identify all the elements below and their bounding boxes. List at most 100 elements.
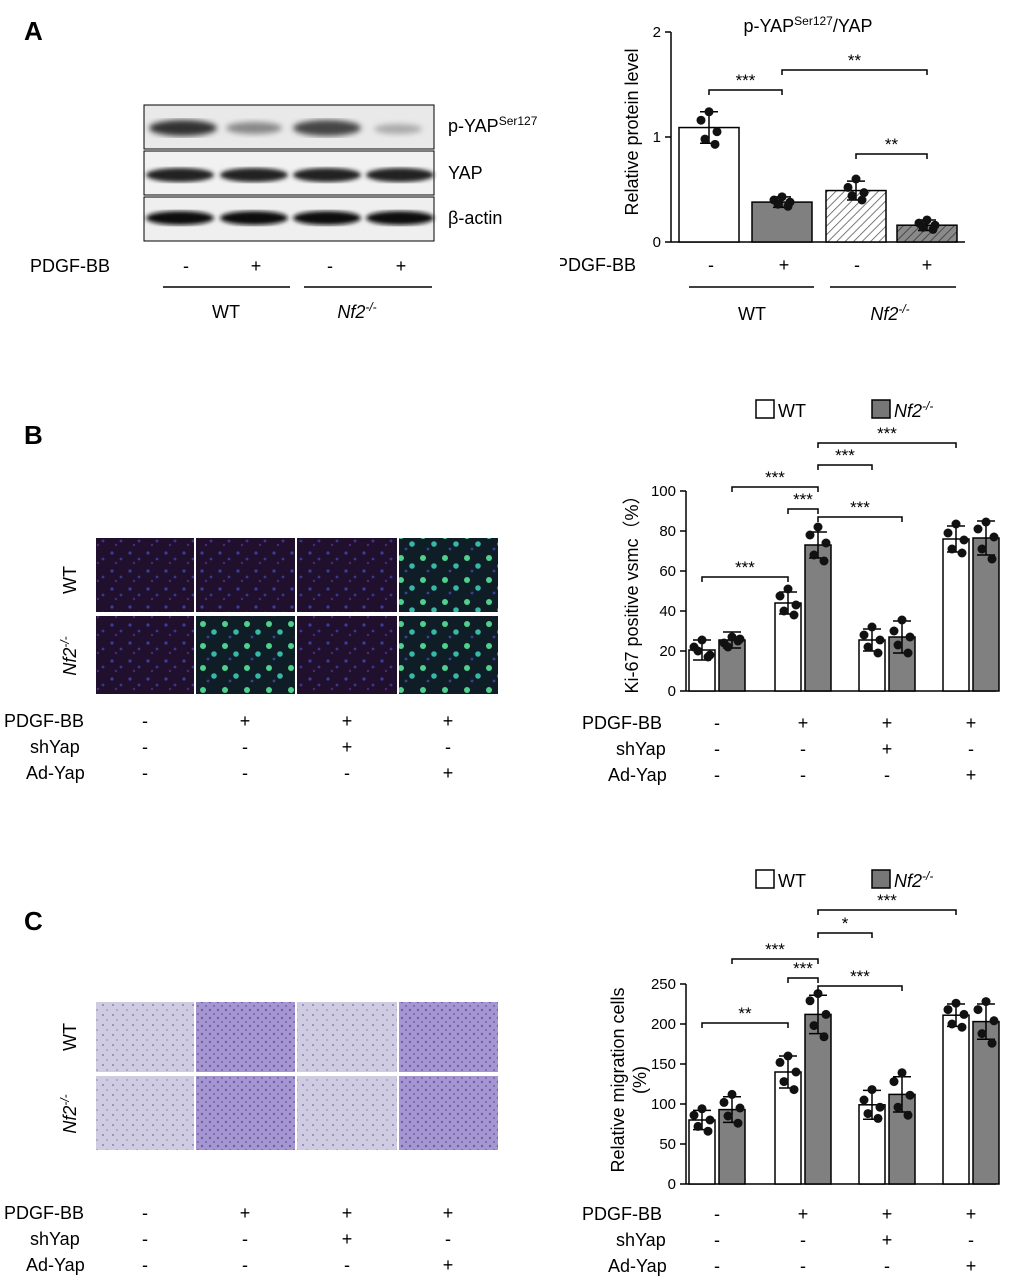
chart-a-sig-bracket [708, 89, 783, 95]
band-yap-1 [146, 168, 214, 182]
chart-c-sig-label: ** [738, 1004, 752, 1023]
blot-group-nf2: Nf2-/- [337, 300, 376, 322]
chart-b-nf2-point [805, 530, 815, 540]
chart-c-ytick-label: 150 [651, 1056, 676, 1073]
chart-a-bar [678, 126, 740, 243]
ki67-img-sign-r3-c4: + [443, 763, 454, 783]
chart-c-sign-r2-c1: - [714, 1230, 720, 1250]
chart-a-point [696, 115, 706, 125]
mig-img-sign-r2-c4: - [445, 1229, 451, 1249]
chart-c-ytick-label: 100 [651, 1096, 676, 1113]
ki67-img-sign-r3-c1: - [142, 763, 148, 783]
chart-c-nf2-point [733, 1118, 743, 1128]
band-pyap-1 [149, 120, 217, 136]
chart-c-wt-point [689, 1110, 699, 1120]
chart-c-nf2-point [821, 1009, 831, 1019]
chart-b-wt-point [703, 652, 713, 662]
chart-b-sign-r3-c1: - [714, 765, 720, 785]
mig-cond-label-shyap: shYap [30, 1229, 80, 1249]
mig-img-sign-r1-c1: - [142, 1203, 148, 1223]
chart-b-nf2-point [733, 636, 743, 646]
chart-b-sig-label: *** [877, 424, 897, 443]
chart-c-wt-bar [942, 1014, 970, 1185]
mig-img-sign-r2-c2: - [242, 1229, 248, 1249]
chart-a-point [847, 191, 857, 201]
mig-img-nf2-4 [399, 1076, 498, 1150]
mig-cond-label-adyap: Ad-Yap [26, 1255, 85, 1275]
mig-img-sign-r2-c3: + [342, 1229, 353, 1249]
chart-b-sig-label: *** [793, 490, 813, 509]
chart-c-nf2-point [723, 1111, 733, 1121]
chart-c-wt-point [789, 1085, 799, 1095]
chart-b-nf2-point [813, 522, 823, 532]
migration-image-grid: WT Nf2-/- PDGF-BB shYap Ad-Yap - + + + - - + - -… [4, 1002, 498, 1275]
chart-b-sig-bracket [817, 516, 903, 522]
chart-b-wt-point [867, 622, 877, 632]
legend-swatch-wt [755, 399, 775, 419]
chart-c-nf2-point [727, 1089, 737, 1099]
legend-label-wt: WT [778, 401, 806, 421]
mig-img-sign-r3-c2: - [242, 1255, 248, 1275]
chart-c-ylabel-line1: Relative migration cells [608, 987, 628, 1172]
ki67-img-sign-r3-c2: - [242, 763, 248, 783]
chart-b-wt-bar [942, 538, 970, 692]
chart-b-sig-label: *** [850, 498, 870, 517]
blot-label-actin: β-actin [448, 208, 502, 228]
chart-c-sig-bracket [701, 1022, 789, 1028]
chart-c-wt-point [951, 998, 961, 1008]
ki67-cond-label-adyap: Ad-Yap [26, 763, 85, 783]
mig-row-label-nf2: Nf2-/- [58, 1094, 80, 1133]
chart-c-wt-point [791, 1067, 801, 1077]
chart-b-sign-r1-c3: + [882, 713, 893, 733]
band-actin-3 [293, 211, 361, 225]
ki67-img-wt-1 [96, 538, 194, 612]
chart-a-point [918, 222, 928, 232]
chart-b-nf2-point [819, 556, 829, 566]
chart-a-ytick-label: 1 [653, 129, 661, 146]
ki67-img-sign-r1-c1: - [142, 711, 148, 731]
chart-c-wt-point [867, 1085, 877, 1095]
chart-b-sig-bracket [701, 576, 789, 582]
chart-c-wt-point [959, 1009, 969, 1019]
mig-cond-label-pdgf: PDGF-BB [4, 1203, 84, 1223]
chart-b-nf2-point [893, 640, 903, 650]
blot-sign-4: + [396, 256, 407, 276]
chart-c-sig-label: * [842, 914, 849, 933]
chart-c-wt-point [873, 1113, 883, 1123]
chart-a-point [710, 139, 720, 149]
band-yap-4 [366, 168, 434, 182]
chart-b-nf2-point [981, 517, 991, 527]
chart-b-sign-r1-c4: + [966, 713, 977, 733]
chart-c-nf2-point [889, 1077, 899, 1087]
chart-b-wt-point [947, 544, 957, 554]
blot-sign-3: - [327, 256, 333, 276]
chart-c-sign-r3-c4: + [966, 1256, 977, 1276]
chart-c-nf2-point [809, 1021, 819, 1031]
chart-b-ytick-label: 100 [651, 483, 676, 500]
chart-b-sign-r2-c2: - [800, 739, 806, 759]
chart-b-cond-label-adyap: Ad-Yap [608, 765, 667, 785]
chart-c-nf2-point [981, 997, 991, 1007]
band-actin-4 [366, 211, 434, 225]
panel-letter-b: B [24, 420, 43, 450]
chart-b-wt-point [779, 606, 789, 616]
chart-b-wt-point [783, 584, 793, 594]
chart-a-sig-bracket [855, 153, 928, 159]
chart-c-sig-label: *** [765, 940, 785, 959]
ki67-img-sign-r2-c3: + [342, 737, 353, 757]
chart-a-point [704, 107, 714, 117]
chart-a-sign-3: - [854, 255, 860, 275]
chart-b-nf2-point [903, 648, 913, 658]
chart-c-sign-r1-c3: + [882, 1204, 893, 1224]
chart-b-sign-r1-c1: - [714, 713, 720, 733]
chart-c-nf2-bar [804, 1013, 832, 1185]
chart-a-point [773, 199, 783, 209]
chart-a-ylabel: Relative protein level [622, 48, 642, 215]
mig-img-wt-3 [297, 1002, 397, 1072]
ki67-img-nf2-4 [399, 616, 498, 694]
chart-c-wt-point [697, 1104, 707, 1114]
mig-img-nf2-1 [96, 1076, 194, 1150]
chart-b-sig-label: *** [835, 446, 855, 465]
chart-c-wt-point [705, 1115, 715, 1125]
legend-label-wt: WT [778, 871, 806, 891]
